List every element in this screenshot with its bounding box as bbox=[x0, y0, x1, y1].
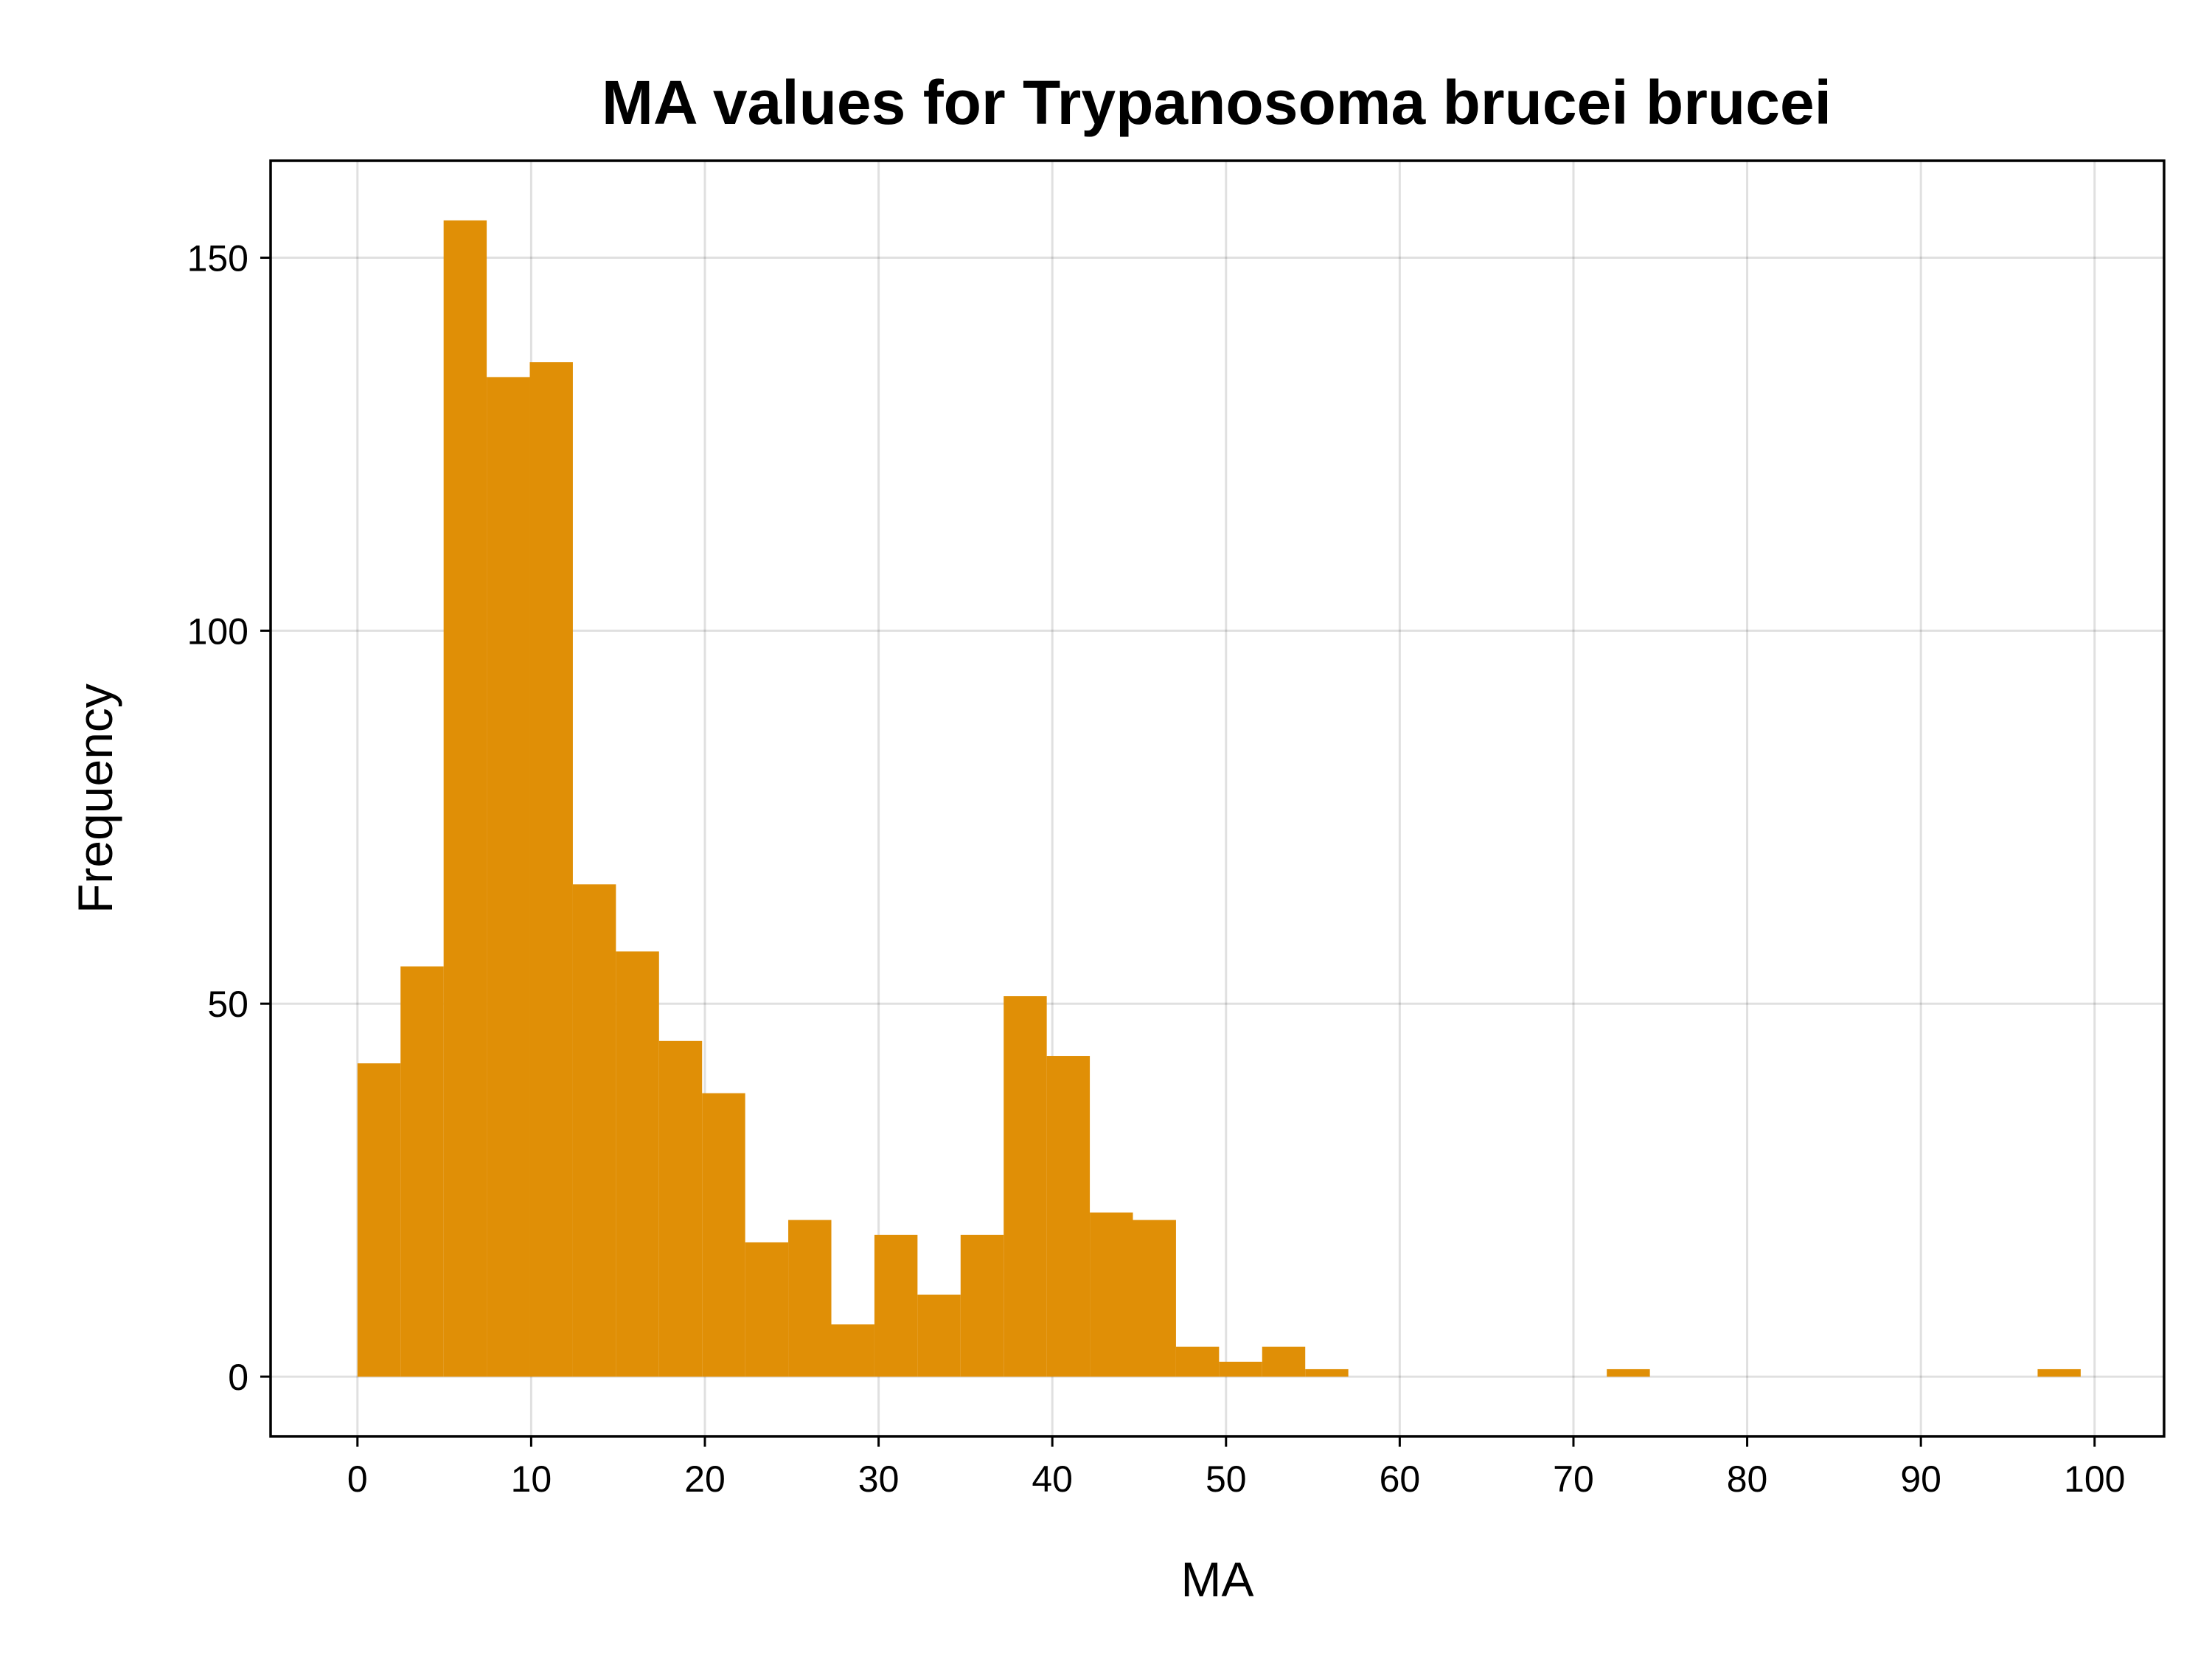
histogram-bar bbox=[1133, 1220, 1176, 1377]
histogram-bar bbox=[400, 966, 444, 1377]
x-tick-label: 40 bbox=[1032, 1458, 1073, 1500]
histogram-bar bbox=[572, 884, 616, 1377]
x-tick-label: 80 bbox=[1727, 1458, 1768, 1500]
grid-lines bbox=[271, 161, 2164, 1436]
histogram-bar bbox=[745, 1242, 789, 1377]
x-tick-label: 70 bbox=[1553, 1458, 1594, 1500]
x-tick-label: 50 bbox=[1206, 1458, 1247, 1500]
histogram-bar bbox=[788, 1220, 832, 1377]
x-tick-label: 30 bbox=[858, 1458, 900, 1500]
histogram-bar bbox=[1607, 1368, 1650, 1377]
histogram-bar bbox=[357, 1063, 401, 1377]
chart-title: MA values for Trypanosoma brucei brucei bbox=[602, 68, 1832, 137]
histogram-bar bbox=[529, 362, 573, 1377]
histogram-bars bbox=[357, 220, 2081, 1377]
histogram-bar bbox=[917, 1294, 961, 1377]
histogram-bar bbox=[1004, 996, 1047, 1377]
x-axis-ticks: 0 10 20 30 40 50 60 70 80 90 100 bbox=[347, 1436, 2125, 1500]
histogram-bar bbox=[2037, 1368, 2081, 1377]
histogram-bar bbox=[487, 377, 530, 1377]
x-tick-label: 10 bbox=[511, 1458, 552, 1500]
histogram-bar bbox=[1219, 1361, 1262, 1377]
histogram-bar bbox=[702, 1093, 745, 1377]
x-tick-label: 90 bbox=[1900, 1458, 1941, 1500]
histogram-bar bbox=[658, 1040, 703, 1377]
histogram-bar bbox=[1175, 1346, 1220, 1377]
histogram-bar bbox=[1090, 1212, 1133, 1377]
x-tick-label: 60 bbox=[1380, 1458, 1421, 1500]
plot-frame bbox=[269, 159, 2166, 1438]
x-tick-label: 0 bbox=[347, 1458, 368, 1500]
histogram-bar bbox=[616, 951, 659, 1377]
y-tick-label: 100 bbox=[187, 611, 248, 652]
y-axis-ticks: 0 50 100 150 bbox=[187, 238, 271, 1398]
x-axis-label: MA bbox=[1181, 1552, 1254, 1607]
histogram-bar bbox=[1046, 1056, 1091, 1377]
histogram-bar bbox=[443, 220, 487, 1377]
histogram-bar bbox=[960, 1234, 1004, 1377]
histogram-bar bbox=[1305, 1368, 1349, 1377]
x-tick-label: 20 bbox=[684, 1458, 726, 1500]
y-tick-label: 50 bbox=[207, 984, 248, 1025]
y-tick-label: 150 bbox=[187, 238, 248, 279]
y-tick-label: 0 bbox=[228, 1357, 248, 1398]
histogram-bar bbox=[831, 1324, 874, 1377]
histogram-bar bbox=[1262, 1346, 1306, 1377]
y-axis-label: Frequency bbox=[68, 684, 122, 914]
histogram-bar bbox=[874, 1234, 918, 1377]
x-tick-label: 100 bbox=[2064, 1458, 2125, 1500]
